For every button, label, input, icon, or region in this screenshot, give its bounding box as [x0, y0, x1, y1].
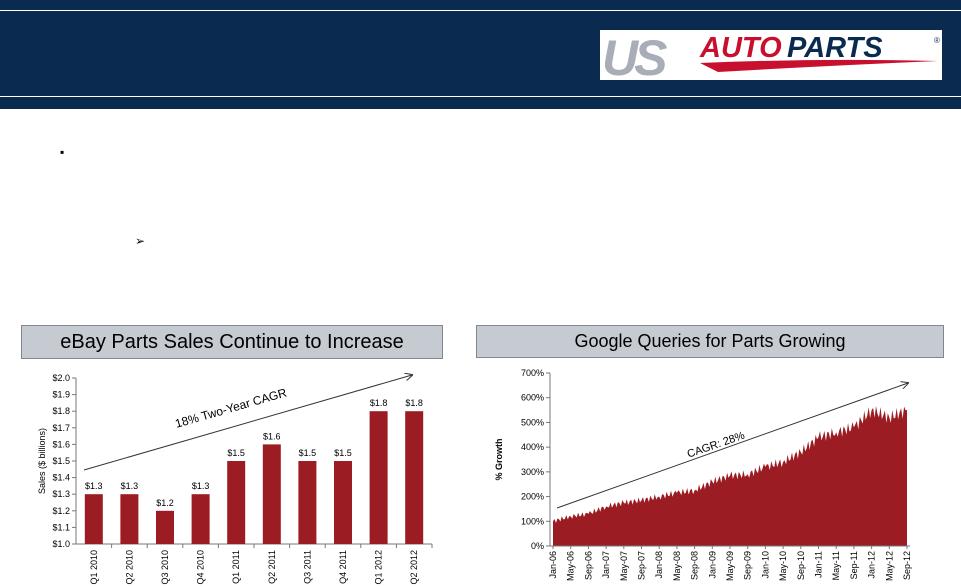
- bar-data-label: $1.6: [263, 431, 281, 441]
- bar-data-label: $1.3: [85, 481, 103, 491]
- y-tick-label: 100%: [521, 516, 544, 526]
- logo-auto: AUTO: [699, 32, 782, 64]
- bar: [227, 461, 246, 544]
- logo: US AUTO PARTS ®: [600, 30, 942, 86]
- trend-arrow: [83, 375, 412, 471]
- x-tick-label: May-11: [831, 551, 841, 580]
- bar-data-label: $1.5: [334, 448, 352, 458]
- bar: [120, 494, 139, 544]
- y-tick-label: $1.6: [52, 439, 70, 449]
- y-tick-label: $1.0: [52, 539, 70, 549]
- x-tick-label: Q3 2011: [302, 550, 312, 584]
- x-tick-label: Sep-08: [690, 551, 700, 580]
- y-tick-label: 600%: [521, 393, 544, 403]
- x-tick-label: May-12: [884, 551, 894, 581]
- y-tick-label: 400%: [521, 442, 544, 452]
- x-tick-label: May-10: [778, 551, 788, 581]
- y-tick-label: 300%: [521, 467, 544, 477]
- bar: [156, 510, 174, 544]
- cagr-annotation: 18% Two-Year CAGR: [174, 385, 289, 430]
- bar: [369, 411, 388, 544]
- right-panel-title: Google Queries for Parts Growing: [476, 325, 944, 358]
- bar: [405, 411, 424, 544]
- x-tick-label: May-09: [725, 551, 735, 581]
- y-axis-title: % Growth: [494, 439, 504, 481]
- y-tick-label: 700%: [521, 368, 544, 378]
- bar: [334, 461, 352, 544]
- y-tick-label: $1.5: [52, 456, 70, 466]
- y-tick-label: $1.1: [52, 522, 70, 532]
- logo-graphic: US AUTO PARTS ®: [602, 30, 940, 86]
- logo-us: US: [602, 30, 667, 80]
- x-tick-label: Q4 2011: [338, 550, 348, 584]
- x-tick-label: Sep-06: [583, 551, 593, 580]
- x-tick-label: Q1 2012: [374, 550, 384, 585]
- x-tick-label: Q2 2010: [124, 550, 134, 585]
- x-tick-label: Sep-09: [743, 551, 753, 580]
- header-top-rule: [0, 10, 961, 11]
- google-queries-chart: 0% 100% 200% 300% 400% 500% 600% 700% % Growth Ja…: [494, 368, 912, 581]
- x-tick-label: Sep-07: [637, 551, 647, 580]
- trend-arrow: [556, 383, 908, 509]
- cagr-annotation: CAGR: 28%: [686, 430, 747, 461]
- y-tick-label: $1.3: [52, 489, 70, 499]
- y-tick-label: $1.8: [52, 406, 70, 416]
- x-tick-label: Q1 2011: [231, 550, 241, 584]
- area-series: [553, 406, 907, 546]
- y-tick-label: 0%: [531, 541, 544, 551]
- ebay-sales-chart: $1.0 $1.1 $1.2 $1.3 $1.4 $1.5 $1.6 $1.7 $1.8 $1.9…: [37, 365, 433, 585]
- x-tick-label: Q3 2010: [160, 550, 170, 585]
- bar-data-label: $1.8: [370, 398, 388, 408]
- logo-parts: PARTS: [787, 32, 883, 64]
- x-tick-label: May-06: [566, 551, 576, 581]
- bullet-main: ▪: [60, 145, 65, 159]
- x-tick-label: Jan-11: [814, 551, 824, 578]
- x-tick-label: Jan-12: [867, 551, 877, 579]
- bullet-sub: ➢: [135, 234, 146, 248]
- y-tick-label: $1.4: [52, 473, 70, 483]
- x-tick-label: Jan-09: [707, 551, 717, 579]
- bar: [191, 494, 210, 544]
- bar-data-label: $1.2: [156, 498, 174, 508]
- x-tick-label: Sep-10: [796, 551, 806, 580]
- bar-data-label: $1.3: [121, 481, 139, 491]
- header-bottom-rule: [0, 96, 961, 97]
- bar-data-label: $1.5: [227, 448, 245, 458]
- bar: [298, 461, 317, 544]
- x-tick-label: Q4 2010: [196, 550, 206, 585]
- bar: [262, 444, 281, 544]
- x-tick-label: Q1 2010: [89, 550, 99, 585]
- x-tick-label: Jan-06: [548, 551, 558, 579]
- x-tick-label: Sep-11: [849, 551, 859, 579]
- left-panel-title: eBay Parts Sales Continue to Increase: [21, 325, 443, 359]
- logo-swoosh: [700, 59, 938, 72]
- x-tick-label: Q2 2011: [267, 550, 277, 584]
- y-axis-title: Sales ($ billions): [37, 428, 47, 494]
- bar: [84, 494, 103, 544]
- y-tick-label: 200%: [521, 492, 544, 502]
- bar-data-label: $1.5: [299, 448, 317, 458]
- y-tick-label: $1.2: [52, 506, 70, 516]
- x-tick-label: Jan-07: [601, 551, 611, 579]
- bar-data-label: $1.8: [405, 398, 423, 408]
- logo-registered: ®: [934, 36, 940, 45]
- x-tick-label: Jan-10: [760, 551, 770, 579]
- x-tick-label: Sep-12: [902, 551, 912, 580]
- bar-data-label: $1.3: [192, 481, 210, 491]
- x-tick-label: Jan-08: [654, 551, 664, 579]
- y-tick-label: $1.9: [52, 390, 70, 400]
- y-tick-label: $2.0: [52, 373, 70, 383]
- y-tick-label: $1.7: [52, 423, 70, 433]
- x-tick-label: May-08: [672, 551, 682, 581]
- x-tick-label: May-07: [619, 551, 629, 581]
- y-tick-label: 500%: [521, 417, 544, 427]
- x-tick-label: Q2 2012: [409, 550, 419, 585]
